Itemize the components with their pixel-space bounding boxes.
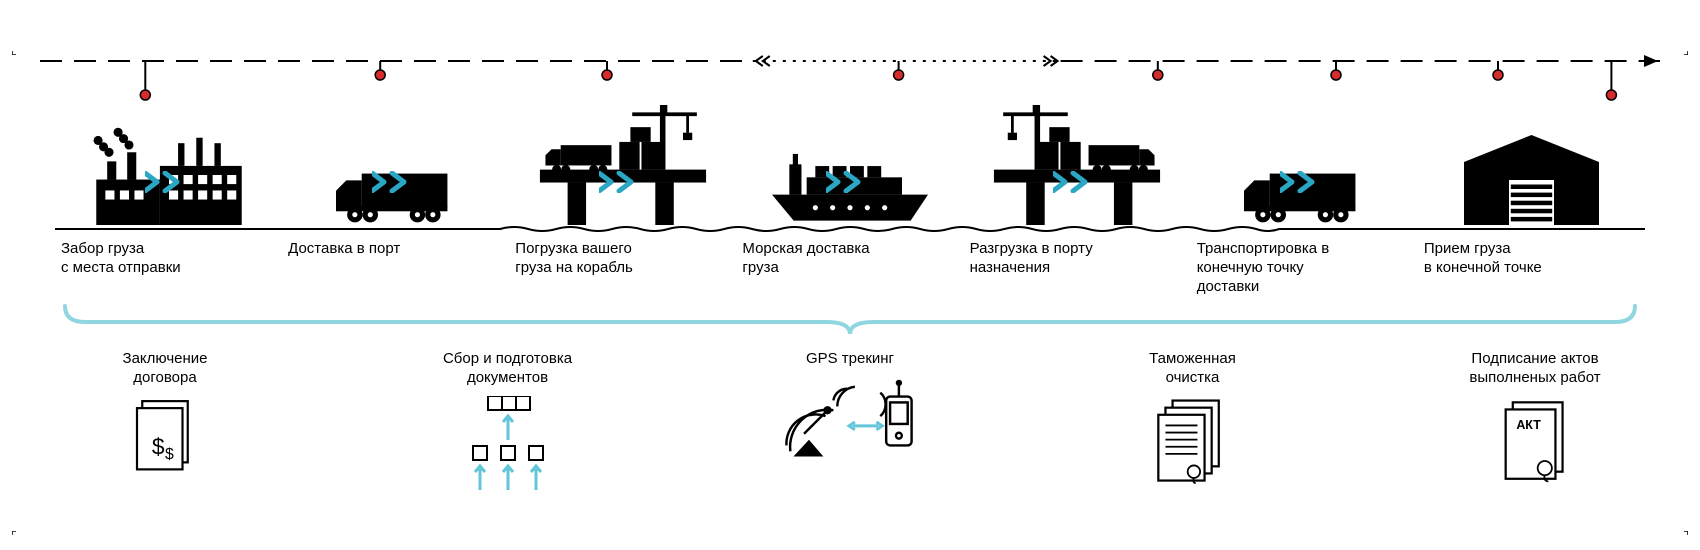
crop-mark — [12, 42, 22, 52]
warehouse-icon — [1464, 135, 1599, 225]
service-title: GPS трекинг — [806, 350, 894, 369]
svg-text:АКТ: АКТ — [1516, 418, 1541, 432]
stage-label: Морская доставка груза — [736, 240, 963, 296]
stage-label: Прием груза в конечной точке — [1418, 240, 1645, 296]
svg-text:$: $ — [165, 445, 174, 462]
crop-mark — [1678, 42, 1688, 52]
service-customs: Таможенная очистка — [1083, 350, 1303, 496]
stage-pickup — [55, 115, 282, 225]
stage-label: Забор груза с места отправки — [55, 240, 282, 296]
port-load-icon — [538, 105, 708, 225]
timeline — [40, 55, 1660, 105]
stage-label: Разгрузка в порту назначения — [964, 240, 1191, 296]
stage-labels: Забор груза с места отправкиДоставка в п… — [55, 240, 1645, 296]
svg-text:$: $ — [152, 433, 165, 459]
stage-label: Погрузка вашего груза на корабль — [509, 240, 736, 296]
service-gps: GPS трекинг — [740, 350, 960, 496]
stage-label: Транспортировка в конечную точку доставк… — [1191, 240, 1418, 296]
stage-to-port — [282, 115, 509, 225]
service-signoff: Подписание актов выполненых работ АКТ — [1425, 350, 1645, 496]
service-title: Сбор и подготовка документов — [443, 350, 572, 388]
doc-collect-icon — [453, 396, 563, 496]
stage-unload — [964, 115, 1191, 225]
ship-icon — [760, 147, 940, 225]
stage-sea — [736, 115, 963, 225]
factory-icon — [84, 125, 254, 225]
truck-icon — [1244, 165, 1364, 225]
service-contract: Заключение договора $ $ — [55, 350, 275, 496]
doc-stack-icon — [1153, 396, 1233, 486]
doc-money-icon: $ $ — [130, 396, 200, 478]
port-unload-icon — [992, 105, 1162, 225]
doc-act-icon: АКТ — [1495, 396, 1575, 486]
service-title: Таможенная очистка — [1149, 350, 1236, 388]
stage-receive — [1418, 115, 1645, 225]
waterline — [55, 222, 1645, 236]
crop-mark — [12, 528, 22, 538]
crop-mark — [1678, 528, 1688, 538]
stage-last-mile — [1191, 115, 1418, 225]
gps-icon — [775, 377, 925, 465]
service-title: Подписание актов выполненых работ — [1469, 350, 1600, 388]
truck-icon — [336, 165, 456, 225]
service-docs: Сбор и подготовка документов — [398, 350, 618, 496]
service-title: Заключение договора — [123, 350, 208, 388]
stage-row — [55, 115, 1645, 225]
stage-label: Доставка в порт — [282, 240, 509, 296]
services-row: Заключение договора $ $ Сбор и подготовк… — [55, 350, 1645, 496]
brace — [55, 300, 1645, 340]
stage-loading — [509, 115, 736, 225]
